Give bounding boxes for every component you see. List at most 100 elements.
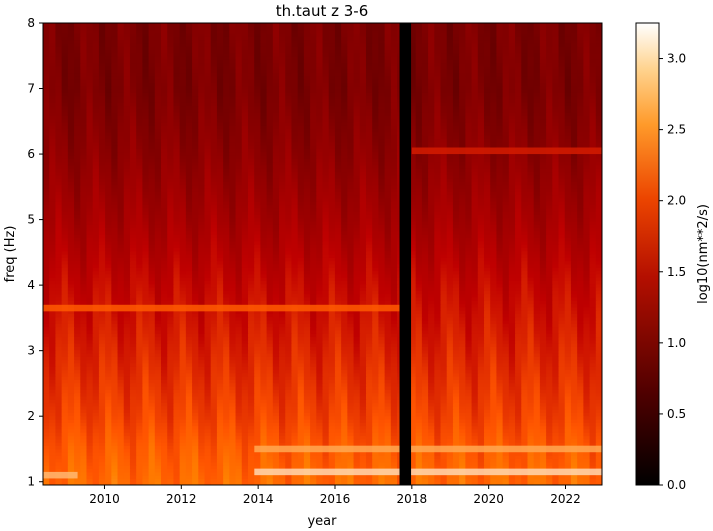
heatmap-cell (347, 392, 355, 397)
heatmap-cell (415, 310, 423, 314)
heatmap-cell (43, 372, 50, 377)
heatmap-cell (98, 320, 106, 324)
heatmap-cell (223, 465, 230, 470)
heatmap-cell (490, 320, 498, 324)
heatmap-cell (154, 405, 162, 410)
heatmap-cell (247, 461, 255, 466)
heatmap-cell (55, 366, 63, 371)
heatmap-cell (428, 303, 435, 308)
heatmap-cell (192, 349, 199, 354)
heatmap-cell (465, 323, 473, 328)
heatmap-cell (179, 329, 187, 334)
heatmap-cell (508, 422, 516, 427)
heatmap-cell (192, 442, 199, 446)
heatmap-cell (577, 353, 584, 357)
heatmap-cell (123, 316, 131, 321)
heatmap-cell (303, 438, 311, 443)
heatmap-cell (161, 346, 168, 351)
heatmap-cell (583, 399, 591, 404)
heatmap-cell (67, 329, 75, 334)
heatmap-cell (161, 442, 168, 446)
heatmap-cell (564, 376, 572, 380)
heatmap-cell (521, 323, 529, 328)
heatmap-cell (595, 402, 602, 407)
heatmap-cell (117, 346, 125, 351)
heatmap-cell (477, 336, 485, 341)
heatmap-cell (179, 326, 187, 331)
heatmap-cell (161, 395, 168, 400)
heatmap-cell (260, 359, 268, 364)
heatmap-cell (67, 349, 75, 354)
heatmap-cell (67, 448, 75, 453)
heatmap-cell (247, 392, 255, 397)
heatmap-cell (303, 475, 311, 479)
heatmap-cell (266, 359, 274, 364)
heatmap-cell (154, 412, 162, 417)
heatmap-cell (452, 372, 460, 377)
heatmap-cell (142, 425, 150, 430)
heatmap-cell (508, 475, 516, 479)
heatmap-cell (316, 329, 324, 334)
heatmap-cell (198, 392, 206, 397)
heatmap-cell (198, 402, 206, 407)
heatmap-cell (80, 326, 88, 331)
heatmap-cell (459, 386, 466, 390)
heatmap-cell (595, 376, 602, 380)
heatmap-cell (123, 402, 131, 407)
heatmap-cell (552, 438, 560, 443)
heatmap-cell (508, 376, 516, 380)
heatmap-cell (440, 428, 448, 433)
heatmap-cell (198, 409, 206, 413)
heatmap-cell (372, 415, 379, 420)
heatmap-cell (477, 475, 485, 479)
heatmap-cell (310, 386, 317, 390)
heatmap-cell (508, 461, 516, 466)
heatmap-cell (61, 389, 69, 394)
heatmap-cell (247, 405, 255, 410)
heatmap-cell (117, 442, 125, 446)
heatmap-cell (421, 339, 429, 344)
heatmap-cell (260, 405, 268, 410)
heatmap-cell (154, 362, 162, 367)
heatmap-cell (198, 356, 206, 361)
heatmap-cell (521, 372, 529, 377)
heatmap-cell (142, 392, 150, 397)
heatmap-cell (229, 428, 237, 433)
heatmap-cell (459, 392, 466, 397)
heatmap-cell (92, 386, 100, 390)
heatmap-cell (533, 356, 541, 361)
heatmap-cell (490, 333, 498, 338)
heatmap-cell (322, 438, 330, 443)
heatmap-cell (80, 366, 88, 371)
heatmap-cell (80, 386, 88, 390)
heatmap-cell (378, 349, 386, 354)
heatmap-cell (452, 395, 460, 400)
heatmap-cell (477, 369, 485, 374)
heatmap-cell (142, 448, 150, 453)
heatmap-cell (247, 362, 255, 367)
heatmap-cell (192, 409, 199, 413)
heatmap-cell (98, 353, 106, 357)
heatmap-cell (216, 395, 224, 400)
heatmap-cell (210, 369, 218, 374)
heatmap-cell (210, 336, 218, 341)
heatmap-cell (471, 329, 479, 334)
heatmap-cell (55, 336, 63, 341)
heatmap-cell (204, 386, 212, 390)
heatmap-cell (266, 323, 274, 328)
heatmap-cell (322, 415, 330, 420)
heatmap-cell (341, 405, 348, 410)
heatmap-cell (570, 475, 578, 479)
heatmap-cell (266, 422, 274, 427)
heatmap-cell (229, 395, 237, 400)
heatmap-cell (496, 428, 504, 433)
heatmap-cell (136, 452, 143, 456)
heatmap-cell (421, 366, 429, 371)
heatmap-cell (210, 395, 218, 400)
heatmap-cell (67, 455, 75, 460)
heatmap-cell (92, 356, 100, 361)
heatmap-cell (266, 419, 274, 423)
heatmap-cell (359, 399, 367, 404)
heatmap-cell (365, 343, 373, 347)
heatmap-cell (558, 326, 566, 331)
